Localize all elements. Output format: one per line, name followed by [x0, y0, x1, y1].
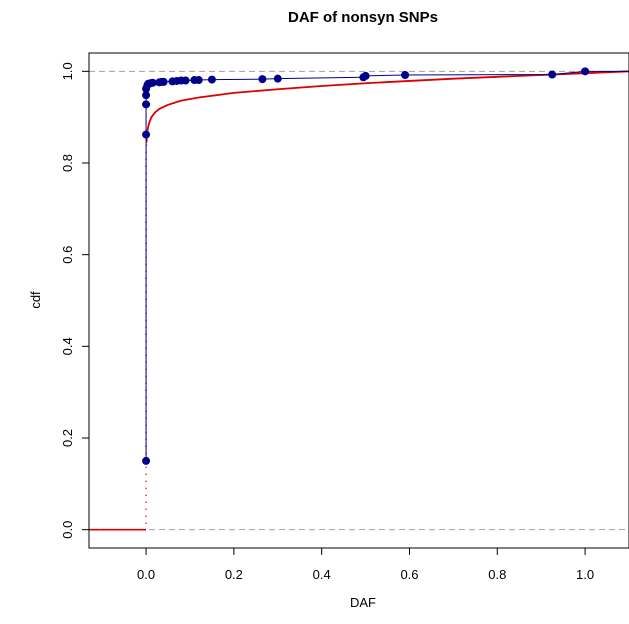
- series-curve-line: [89, 70, 629, 531]
- x-tick-label: 1.0: [576, 567, 594, 582]
- y-tick-label: 0.0: [60, 521, 75, 539]
- y-axis-label: cdf: [28, 291, 43, 309]
- x-axis-label: DAF: [350, 595, 376, 610]
- x-tick-label: 0.4: [313, 567, 331, 582]
- data-point: [142, 91, 151, 100]
- data-point: [142, 100, 151, 109]
- data-point: [159, 77, 168, 86]
- data-point: [258, 75, 267, 84]
- data-point: [194, 76, 203, 85]
- plot-frame: [88, 52, 629, 549]
- y-tick-label: 0.2: [60, 429, 75, 447]
- plot-data-layer: [89, 67, 629, 531]
- data-point: [142, 456, 151, 465]
- data-point: [273, 74, 282, 83]
- x-tick-label: 0.6: [400, 567, 418, 582]
- data-point: [401, 71, 410, 79]
- series-curve-line: [145, 70, 629, 143]
- data-point: [207, 75, 216, 84]
- y-tick-label: 0.6: [60, 246, 75, 264]
- x-tick-label: 0.2: [225, 567, 243, 582]
- data-point: [181, 76, 190, 85]
- data-point: [148, 78, 157, 87]
- data-point: [548, 70, 557, 79]
- chart-title: DAF of nonsyn SNPs: [288, 9, 438, 26]
- y-tick-label: 0.8: [60, 154, 75, 172]
- data-point: [142, 130, 151, 139]
- x-tick-label: 0.0: [137, 567, 155, 582]
- y-tick-label: 0.4: [60, 337, 75, 355]
- plot-area: 0.0 0.2 0.4 0.6 0.8 1.0 0.0 0.2 0.4 0.6 0.8 1.0: [60, 52, 629, 582]
- data-point: [361, 71, 370, 80]
- y-tick-label: 1.0: [60, 62, 75, 80]
- series-points-line: [145, 70, 586, 461]
- x-tick-label: 0.8: [488, 567, 506, 582]
